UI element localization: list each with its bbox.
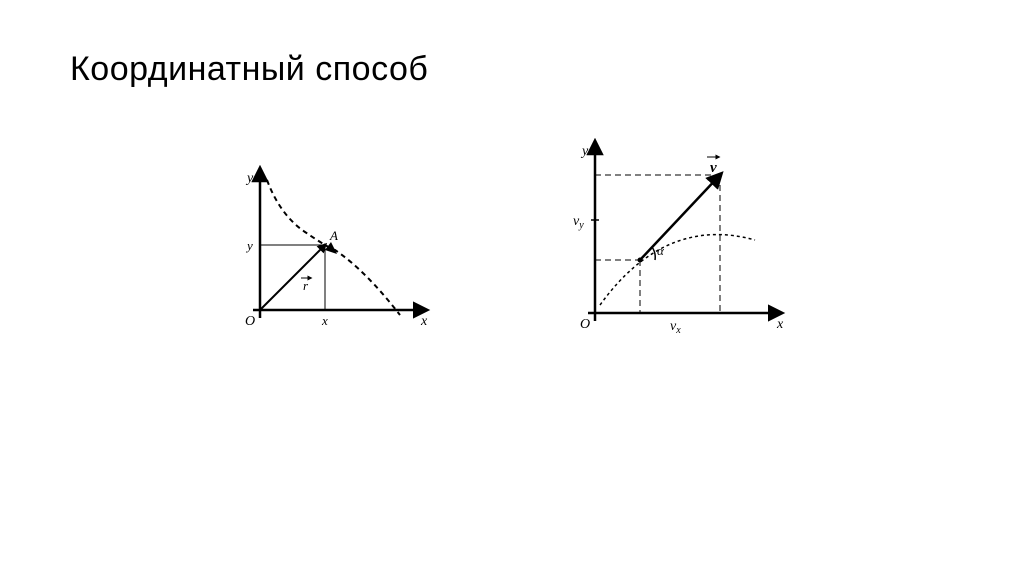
y-axis-label: y	[245, 171, 254, 186]
position-vector	[260, 245, 325, 310]
diagrams-container: O x y x y A r	[0, 150, 1024, 400]
page-title: Координатный способ	[70, 50, 428, 89]
trajectory-arrowhead	[325, 242, 337, 254]
origin-label: O	[245, 314, 255, 329]
slide: Координатный способ	[0, 0, 1024, 574]
trajectory-arc	[600, 235, 755, 305]
yA-tick-label: y	[245, 238, 253, 253]
diagram-right: O x y v vx vy α	[555, 135, 795, 345]
vector-v-label: v	[710, 160, 717, 176]
diagram-left: O x y x y A r	[225, 160, 435, 340]
vx-label: vx	[670, 319, 681, 336]
vector-r-label: r	[303, 278, 309, 293]
xA-tick-label: x	[321, 313, 328, 328]
x-axis-label: x	[776, 317, 784, 332]
point-A	[324, 244, 327, 247]
vy-label: vy	[573, 214, 584, 231]
angle-alpha-label: α	[657, 243, 665, 258]
x-axis-label: x	[420, 314, 428, 329]
origin-label: O	[580, 317, 590, 332]
point-A-label: A	[329, 228, 338, 243]
y-axis-label: y	[580, 144, 589, 159]
